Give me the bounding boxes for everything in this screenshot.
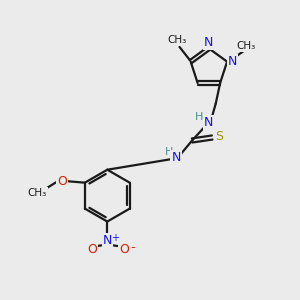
Text: N: N [103,234,112,247]
Text: S: S [215,130,223,142]
Text: -: - [130,241,134,254]
Text: CH₃: CH₃ [167,35,186,45]
Text: N: N [204,36,214,49]
Text: N: N [171,151,181,164]
Text: H: H [165,147,173,157]
Text: CH₃: CH₃ [28,188,47,198]
Text: N: N [228,55,237,68]
Text: +: + [111,233,119,243]
Text: N: N [204,116,213,129]
Text: O: O [87,243,97,256]
Text: O: O [57,175,67,188]
Text: O: O [119,243,129,256]
Text: H: H [195,112,204,122]
Text: CH₃: CH₃ [236,41,255,51]
